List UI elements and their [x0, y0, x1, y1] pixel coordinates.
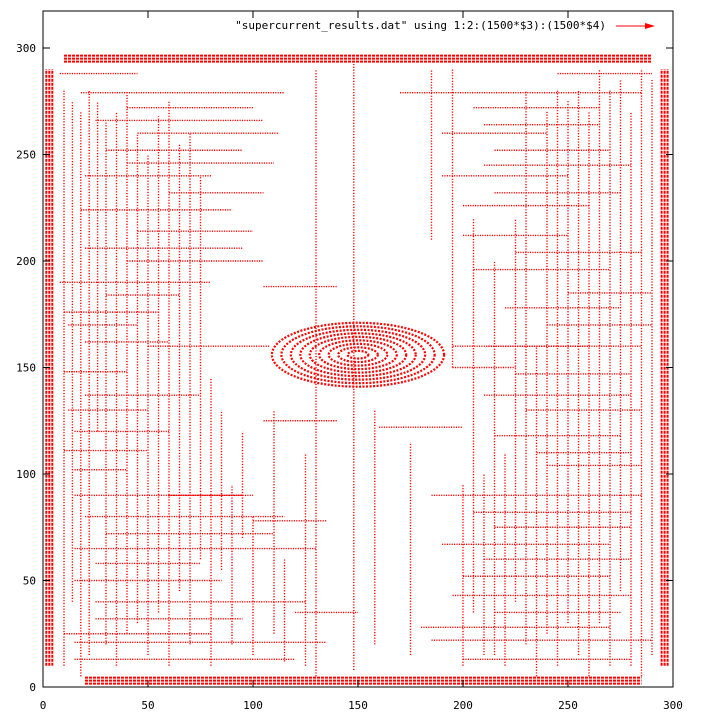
central-vortex	[270, 321, 446, 388]
y-tick-label: 100	[16, 468, 36, 481]
x-tick-label: 100	[243, 699, 263, 712]
vortex-ring	[337, 346, 379, 364]
vortex-ring	[318, 339, 398, 371]
x-tick-label: 0	[40, 699, 47, 712]
x-tick-label: 150	[348, 699, 368, 712]
vortex-ring	[299, 332, 417, 378]
x-tick-label: 300	[663, 699, 683, 712]
y-tick-label: 50	[23, 575, 36, 588]
axis-ticks: 0 50 100 150 200 250 300 0 50 100 150 200 250 300	[16, 11, 683, 712]
x-tick-label: 250	[558, 699, 578, 712]
x-tick-label: 50	[141, 699, 154, 712]
vortex-ring	[346, 349, 370, 360]
vortex-ring	[308, 335, 408, 374]
y-tick-label: 150	[16, 362, 36, 375]
vector-streaks	[59, 58, 653, 677]
vortex-ring	[280, 325, 436, 385]
vortex-ring	[289, 328, 427, 381]
vortex-ring	[327, 342, 389, 367]
legend-label: "supercurrent_results.dat" using 1:2:(15…	[235, 19, 606, 32]
y-tick-label: 250	[16, 149, 36, 162]
y-tick-label: 300	[16, 42, 36, 55]
y-tick-label: 0	[29, 681, 36, 694]
y-tick-label: 200	[16, 255, 36, 268]
x-tick-label: 200	[453, 699, 473, 712]
vortex-ring	[270, 321, 446, 388]
legend: "supercurrent_results.dat" using 1:2:(15…	[235, 19, 655, 32]
legend-arrow-head	[645, 23, 655, 29]
